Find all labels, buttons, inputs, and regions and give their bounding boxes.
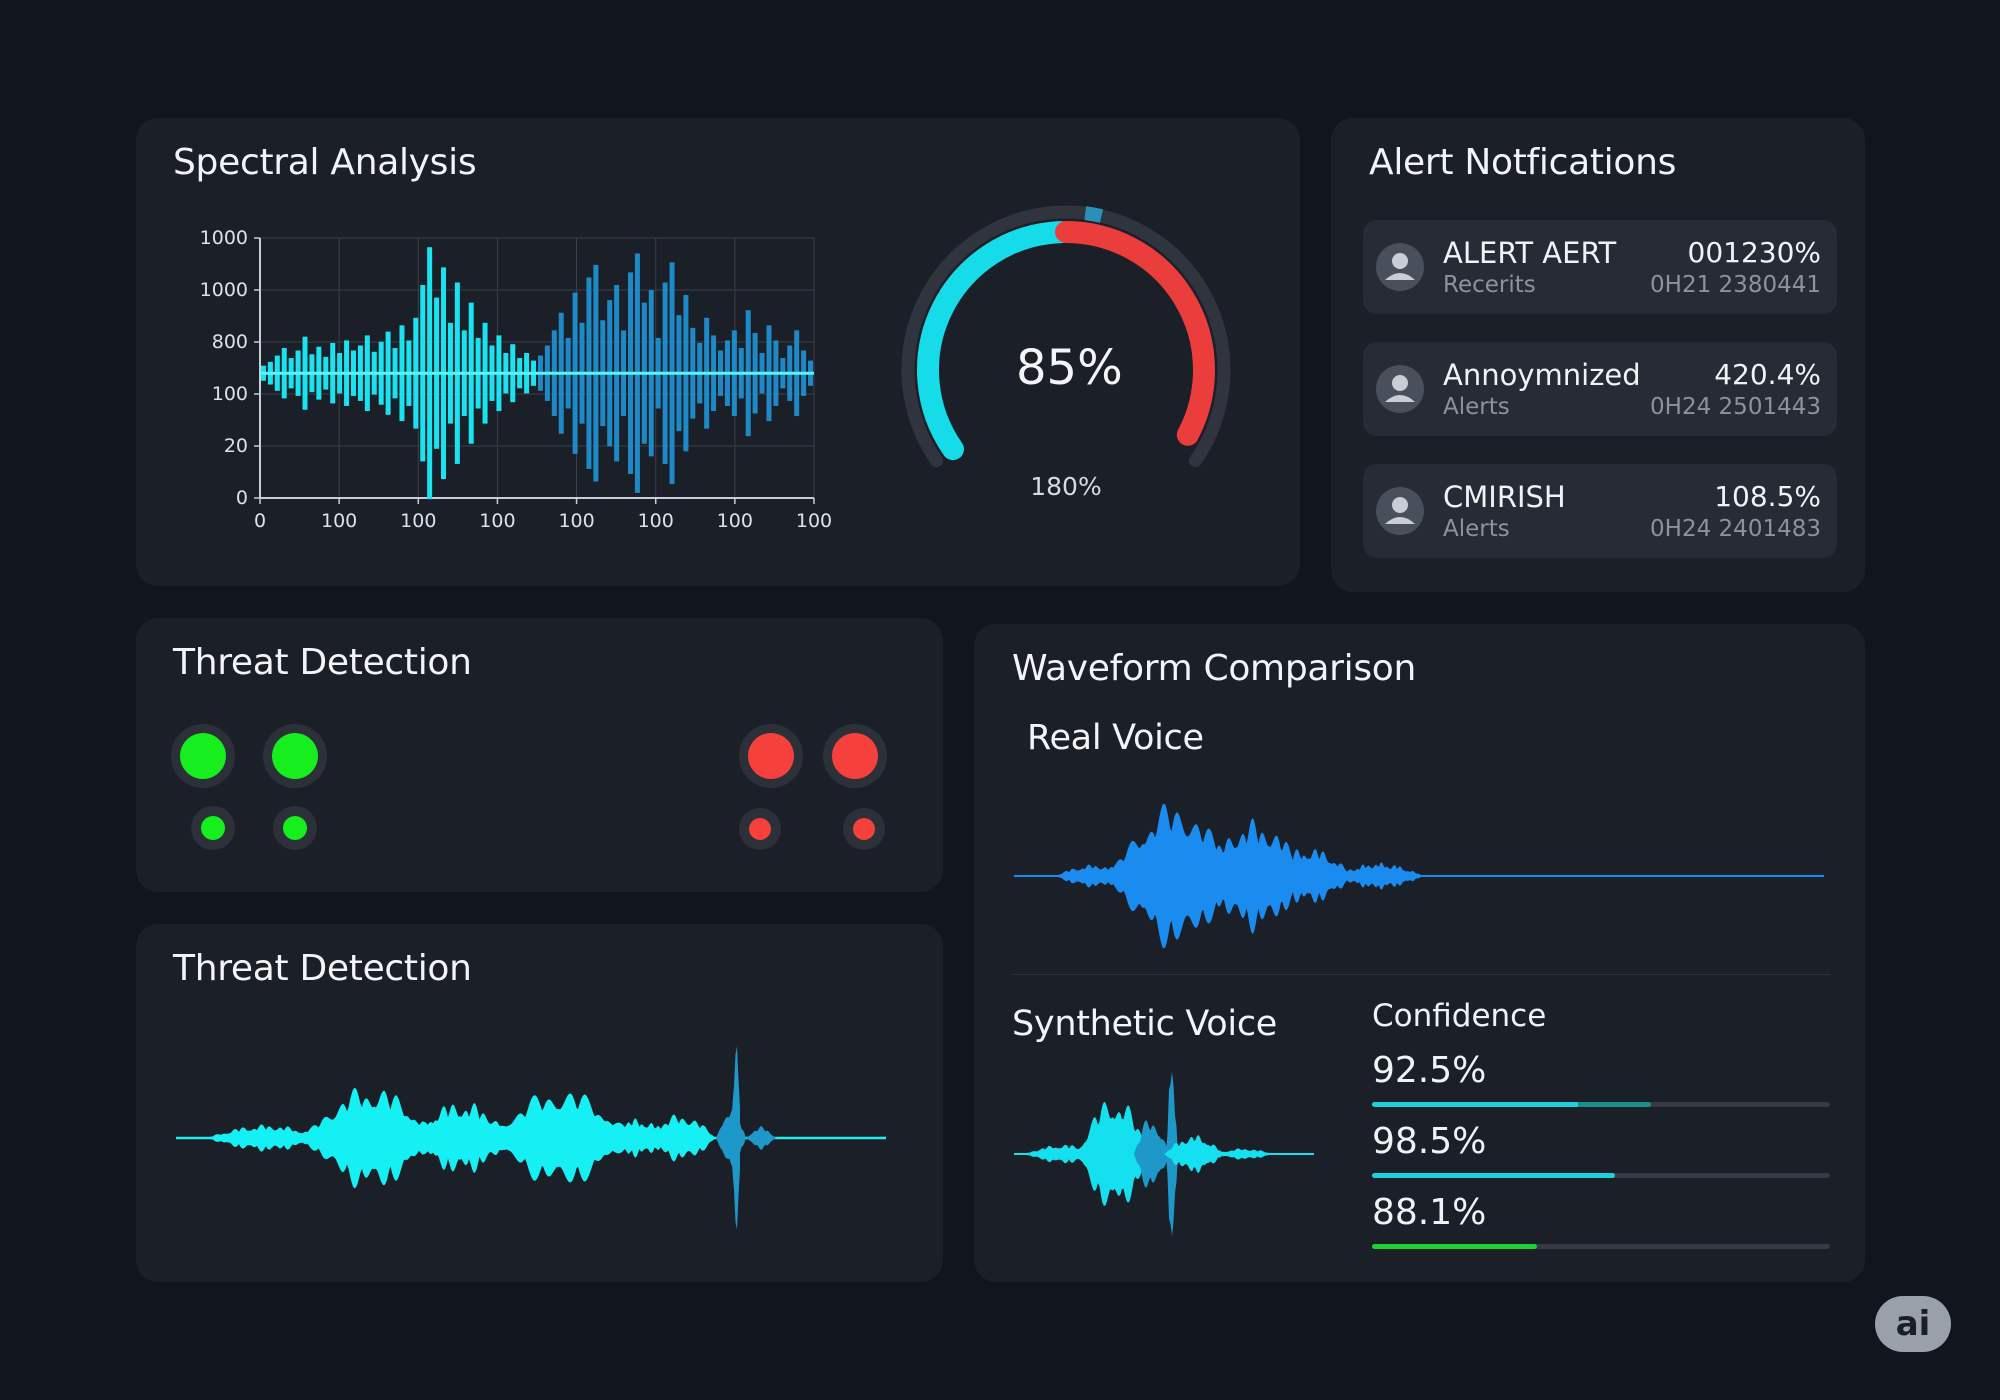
y-tick-label: 0 [236,487,248,509]
status-indicator-safe-core [201,816,225,840]
gauge-fill-right [1055,221,1215,446]
alert-title: ALERT AERT [1443,236,1617,270]
y-tick-label: 800 [212,331,248,353]
gauge-fill-left [917,221,1073,461]
x-tick-label: 100 [400,510,436,532]
waveform-segment [1074,1101,1154,1207]
spectral-analysis-title: Spectral Analysis [173,142,477,183]
x-tick-label: 100 [796,510,832,532]
gauge-value: 85% [1016,340,1123,396]
confidence-bar-fill [1372,1173,1615,1178]
waveform-segment [1164,1135,1224,1173]
ai-badge[interactable]: ai [1875,1296,1951,1352]
threat-waveform-title: Threat Detection [173,948,472,989]
waveform-segment [596,1118,676,1158]
threat-status-title: Threat Detection [173,642,472,683]
gauge [901,205,1231,468]
waveform-segment [731,1046,740,1230]
x-tick-label: 100 [321,510,357,532]
confidence-bar-fill [1372,1102,1652,1107]
x-tick-label: 0 [254,510,266,532]
waveform-segment [1104,803,1244,949]
waveform-segment [1194,818,1314,934]
waveform-segment [746,1126,776,1150]
waveform-segment [1024,1144,1104,1164]
waveform-segment [296,1087,446,1189]
confidence-bar [1372,1244,1830,1249]
waveform-segment [1134,1120,1169,1188]
status-indicator-safe-core [283,816,307,840]
alert-id: 0H24 2401483 [1650,516,1821,542]
alert-title: Annoymnized [1443,358,1641,392]
alert-item[interactable]: ALERT AERT Recerits 001230% 0H21 2380441 [1363,220,1837,314]
waveform-segment [1334,862,1424,890]
x-tick-label: 100 [638,510,674,532]
status-light-danger-core [748,733,794,779]
y-tick-label: 100 [212,383,248,405]
alert-item[interactable]: CMIRISH Alerts 108.5% 0H24 2401483 [1363,464,1837,558]
waveform-segment [646,1114,715,1162]
waveform-comparison-card: Waveform Comparison Real Voice Synthetic… [974,624,1865,1282]
synthetic-voice-label: Synthetic Voice [1012,1004,1278,1044]
x-tick-label: 100 [479,510,515,532]
gauge-sub-label: 180% [1030,472,1102,501]
alert-subtitle: Alerts [1443,516,1510,542]
confidence-value: 98.5% [1372,1121,1487,1162]
synthetic-voice-waveform [1014,1071,1314,1237]
threat-status-card: Threat Detection [136,618,943,892]
threat-waveform [176,1046,886,1230]
alert-id: 0H24 2501443 [1650,394,1821,420]
y-tick-label: 20 [224,435,248,457]
user-avatar-icon [1376,365,1424,413]
waveform-segment [1214,1148,1274,1160]
gauge-marker [1084,206,1104,223]
status-light-danger-core [832,733,878,779]
confidence-bar-fill [1372,1244,1537,1249]
confidence-bar [1372,1102,1830,1107]
status-indicator-danger-core [853,818,875,840]
alert-value: 001230% [1687,236,1822,269]
alert-subtitle: Alerts [1443,394,1510,420]
alert-notifications-title: Alert Notfications [1369,142,1677,183]
real-voice-waveform [1014,803,1824,949]
alert-id: 0H21 2380441 [1650,272,1821,298]
confidence-title: Confidence [1372,998,1547,1034]
confidence-value: 88.1% [1372,1192,1487,1233]
alert-value: 420.4% [1714,358,1821,391]
waveform-segment [1264,848,1354,904]
section-divider [1012,974,1830,975]
waveform-segment [206,1124,326,1152]
alert-value: 108.5% [1714,480,1821,513]
alert-subtitle: Recerits [1443,272,1536,298]
user-avatar-icon [1376,487,1424,535]
alert-item[interactable]: Annoymnized Alerts 420.4% 0H24 2501443 [1363,342,1837,436]
gauge-track [901,205,1231,468]
y-tick-label: 1000 [200,227,248,249]
user-avatar-icon [1376,243,1424,291]
spectral-analysis-card: Spectral Analysis 1000 1000 800 100 20 0 0 100 1… [136,118,1300,586]
spectral-chart: 1000 1000 800 100 20 00 100 100 100 100 100 100 100 [200,227,832,532]
threat-waveform-card: Threat Detection [136,924,943,1282]
x-tick-label: 100 [558,510,594,532]
status-light-safe-core [180,733,226,779]
waveform-segment [406,1103,516,1173]
waveform-comparison-title: Waveform Comparison [1012,648,1417,689]
alert-title: CMIRISH [1443,480,1566,514]
real-voice-label: Real Voice [1027,718,1204,758]
status-light-safe-core [272,733,318,779]
status-indicator-danger-core [749,818,771,840]
x-tick-label: 100 [717,510,753,532]
alert-notifications-card: Alert Notfications ALERT AERT Recerits 0… [1331,118,1865,592]
y-tick-label: 1000 [200,279,248,301]
confidence-value: 92.5% [1372,1050,1487,1091]
confidence-bar [1372,1173,1830,1178]
waveform-segment [476,1093,646,1183]
